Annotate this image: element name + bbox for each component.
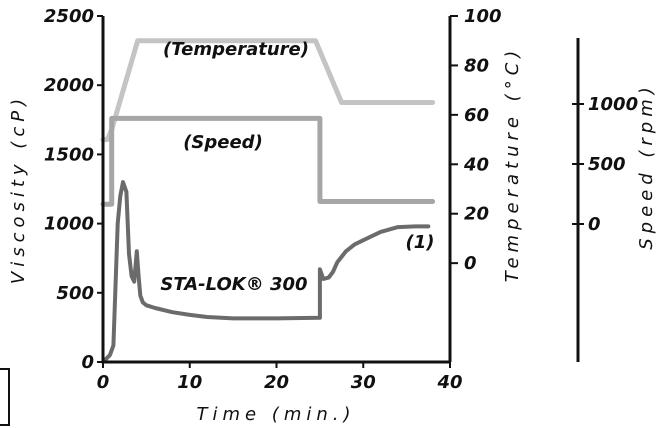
time-tick-label: 30 (351, 372, 376, 393)
temperature-axis-title: Temperature (°C) (502, 46, 523, 283)
time-tick-label: 10 (177, 372, 202, 393)
temperature-tick-label: 80 (464, 55, 489, 76)
viscosity-tick-label: 1000 (44, 214, 94, 235)
viscosity-tick-label: 500 (56, 283, 94, 304)
temperature-tick-label: 40 (463, 154, 489, 175)
speed-tick-label: 1000 (588, 94, 638, 115)
temperature-tick-label: 100 (464, 6, 502, 27)
series-line-sta-lok-300 (101, 180, 431, 364)
cropped-panel-edge (0, 368, 10, 426)
sta-lok-annotation: (1) (406, 232, 435, 253)
time-tick-label: 40 (436, 372, 462, 393)
viscosity-tick-label: 2500 (44, 6, 94, 27)
viscosity-tick-label: 2000 (44, 75, 94, 96)
plot-area (100, 38, 436, 364)
series-line-speed (100, 115, 436, 207)
series-line-temperature (100, 38, 436, 143)
temperature-tick-label: 0 (464, 253, 477, 274)
temperature-tick-label: 60 (464, 105, 489, 126)
sta-lok-series-label: STA-LOK® 300 (160, 274, 307, 295)
temperature-tick-label: 20 (464, 204, 489, 225)
axes (97, 15, 584, 368)
viscosity-tick-label: 0 (81, 352, 94, 373)
time-tick-label: 0 (97, 372, 110, 393)
viscosity-axis-title: Viscosity (cP) (8, 94, 29, 284)
speed-tick-label: 0 (588, 214, 601, 235)
speed-tick-label: 500 (588, 154, 626, 175)
temperature-series-label: (Temperature) (163, 39, 309, 60)
speed-series-label: (Speed) (183, 132, 263, 153)
time-tick-label: 20 (264, 372, 289, 393)
speed-axis-title: Speed (rpm) (636, 82, 657, 250)
viscosity-tick-label: 1500 (44, 144, 94, 165)
time-axis-title: Time (min.) (196, 404, 355, 425)
